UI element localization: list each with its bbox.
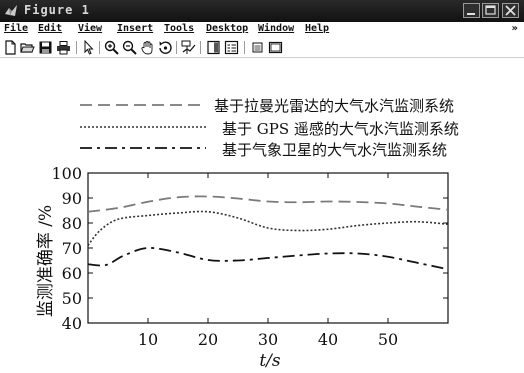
x-axis: 10 20 30 40 50 <box>138 173 398 349</box>
colorbar-icon[interactable] <box>206 40 221 55</box>
menu-desktop[interactable]: Desktop <box>206 23 249 34</box>
toolbar-separator <box>99 41 100 54</box>
toolbar-separator <box>244 41 245 54</box>
menu-window[interactable]: Window <box>258 23 295 34</box>
toolbar <box>0 38 524 58</box>
open-folder-icon[interactable] <box>20 40 35 55</box>
menu-tools[interactable]: Tools <box>164 23 195 34</box>
y-tick-label: 70 <box>62 239 82 258</box>
y-tick-label: 100 <box>51 164 82 183</box>
x-tick-label: 10 <box>138 330 158 349</box>
menu-insert[interactable]: Insert <box>117 23 154 34</box>
legend-label-series-1: 基于 GPS 遥感的大气水汽监测系统 <box>222 120 459 138</box>
y-tick-label: 40 <box>62 314 82 333</box>
menu-file[interactable]: File <box>4 23 29 34</box>
menu-edit[interactable]: Edit <box>38 23 63 34</box>
x-tick-label: 40 <box>318 330 338 349</box>
matlab-logo-icon <box>5 5 17 16</box>
menu-overflow-chevron-icon[interactable]: » <box>511 23 518 34</box>
pan-hand-icon[interactable] <box>140 40 155 55</box>
legend-icon[interactable] <box>224 40 239 55</box>
line-chart: 基于拉曼光雷达的大气水汽监测系统 基于 GPS 遥感的大气水汽监测系统 基于气象… <box>36 97 459 371</box>
x-tick-label: 20 <box>198 330 218 349</box>
close-button[interactable] <box>502 3 519 18</box>
x-tick-label: 30 <box>258 330 278 349</box>
zoom-out-icon[interactable] <box>122 40 137 55</box>
close-icon <box>505 5 516 16</box>
maximize-icon <box>485 5 496 15</box>
x-axis-label: t/s <box>259 351 281 371</box>
new-file-icon[interactable] <box>3 40 18 55</box>
legend-label-series-0: 基于拉曼光雷达的大气水汽监测系统 <box>214 97 454 115</box>
y-axis-label: 监测准确率 /% <box>36 205 56 317</box>
figure-canvas: 基于拉曼光雷达的大气水汽监测系统 基于 GPS 遥感的大气水汽监测系统 基于气象… <box>0 58 524 373</box>
window-title: Figure 1 <box>24 3 90 17</box>
chart-legend: 基于拉曼光雷达的大气水汽监测系统 基于 GPS 遥感的大气水汽监测系统 基于气象… <box>80 97 459 159</box>
y-tick-label: 80 <box>62 214 82 233</box>
menu-view[interactable]: View <box>78 23 103 34</box>
toolbar-separator <box>176 41 177 54</box>
title-bar[interactable]: Figure 1 <box>0 0 524 22</box>
rotate-icon[interactable] <box>158 40 173 55</box>
series-line-1 <box>87 210 449 246</box>
y-tick-label: 90 <box>62 189 82 208</box>
show-plot-tools-icon[interactable] <box>268 40 283 55</box>
toolbar-separator <box>76 41 77 54</box>
save-icon[interactable] <box>38 40 53 55</box>
zoom-in-icon[interactable] <box>104 40 119 55</box>
menu-bar: File Edit View Insert Tools Desktop Wind… <box>0 22 524 38</box>
toolbar-separator <box>200 41 201 54</box>
menu-help[interactable]: Help <box>305 23 330 34</box>
y-axis: 40 50 60 70 80 90 100 <box>51 164 448 333</box>
pointer-icon[interactable] <box>81 40 96 55</box>
y-tick-label: 50 <box>62 289 82 308</box>
minimize-icon <box>467 13 475 15</box>
series-line-0 <box>87 195 449 213</box>
series-line-2 <box>87 247 449 271</box>
data-series <box>87 195 449 271</box>
y-tick-label: 60 <box>62 264 82 283</box>
maximize-button[interactable] <box>482 3 499 18</box>
data-cursor-icon[interactable] <box>181 40 196 55</box>
minimize-button[interactable] <box>463 3 480 18</box>
print-icon[interactable] <box>56 40 71 55</box>
legend-label-series-2: 基于气象卫星的大气水汽监测系统 <box>222 141 447 159</box>
hide-plot-tools-icon[interactable] <box>250 40 265 55</box>
x-tick-label: 50 <box>378 330 398 349</box>
